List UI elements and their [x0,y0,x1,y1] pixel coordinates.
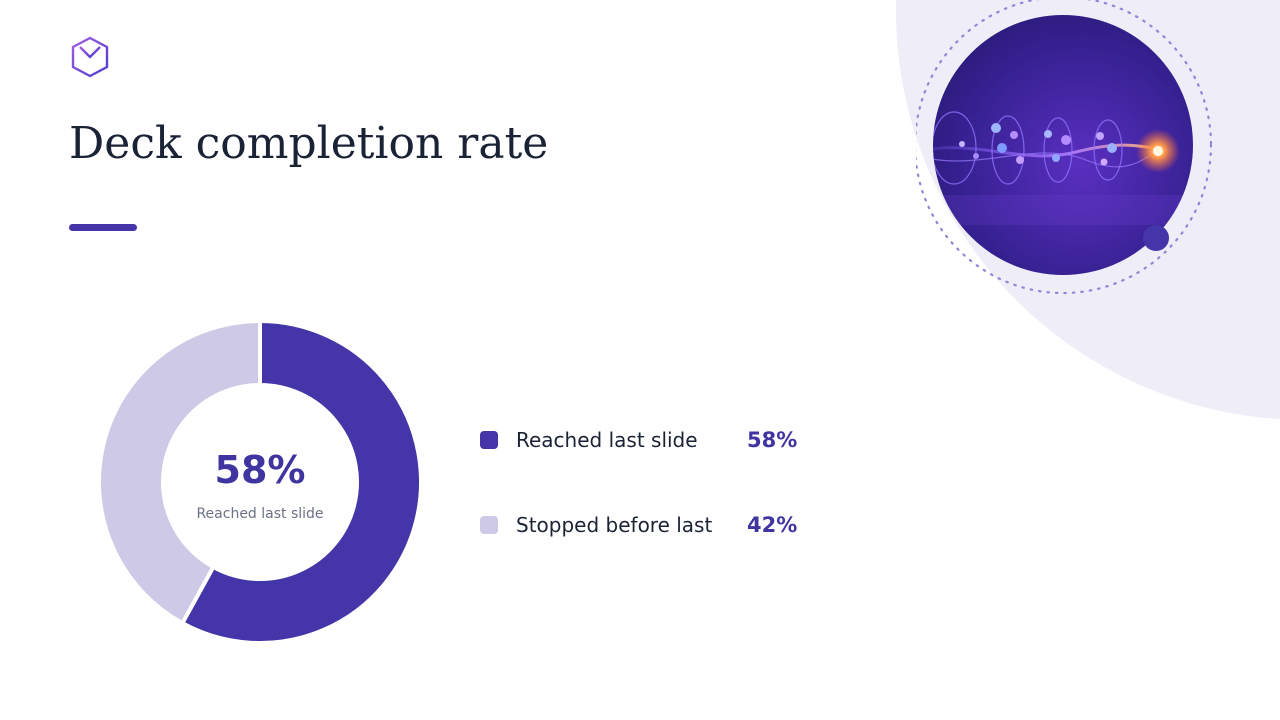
legend-item-reached: Reached last slide 58% [480,426,820,456]
legend-item-stopped: Stopped before last 42% [480,511,820,541]
legend-swatch-stopped [480,516,498,534]
donut-slice-stopped [97,318,262,626]
title-underline [69,224,137,231]
donut-slice-reached [179,318,423,645]
legend-value: 42% [747,513,798,537]
donut-center-value: 58% [214,448,306,492]
particle-stream-image [916,0,1213,295]
legend-label: Reached last slide [516,428,698,452]
legend-swatch-reached [480,431,498,449]
page-title: Deck completion rate [69,118,549,169]
cube-y-logo-icon [71,36,109,78]
donut-center-label: Reached last slide [196,506,324,522]
legend-label: Stopped before last [516,513,713,537]
legend-value: 58% [747,428,798,452]
donut-chart [97,318,423,645]
